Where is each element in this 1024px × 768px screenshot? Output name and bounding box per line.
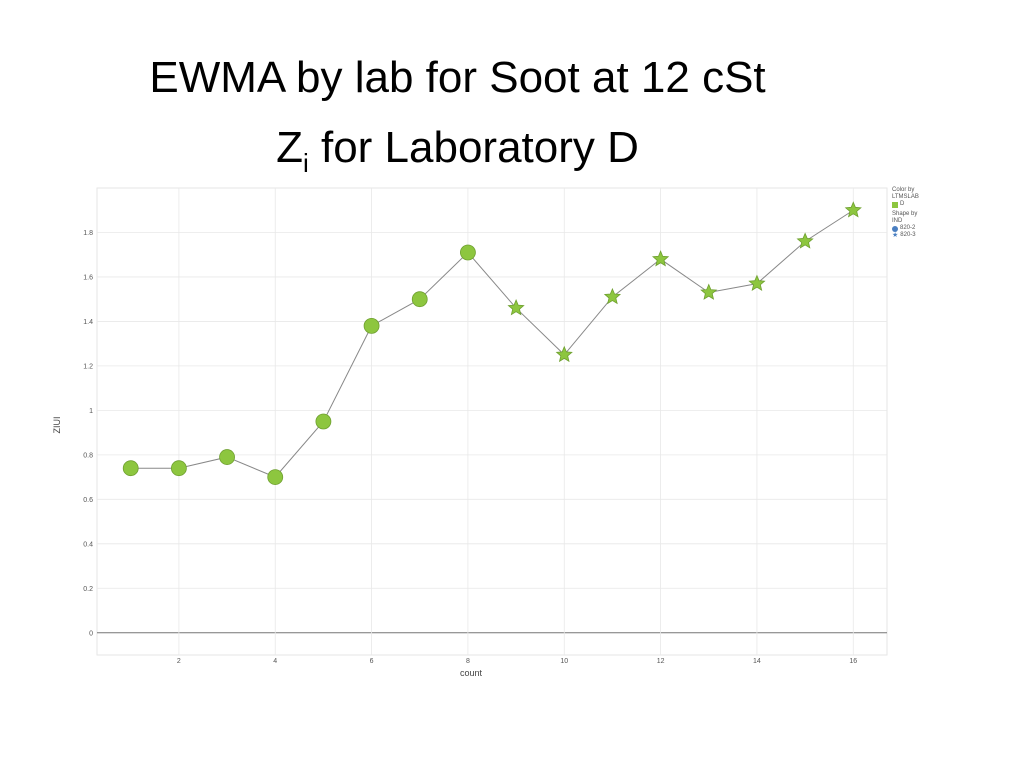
x-tick-label: 6: [370, 658, 374, 665]
data-point-circle: [460, 244, 476, 261]
y-tick-label: 1.2: [83, 363, 93, 370]
x-tick-label: 4: [273, 658, 277, 665]
circle-icon: [892, 225, 898, 232]
axes: 0 0.2 0.4 0.6 0.8 1 1.2 1.4 1.6 1.8 2 4 6 8 10 12 14 16: [83, 230, 857, 665]
y-axis-label: ZIUI: [52, 417, 62, 434]
legend-swatch-d: [892, 201, 898, 208]
y-tick-label: 0.4: [83, 541, 93, 548]
x-tick-label: 14: [753, 658, 761, 665]
data-point-circle: [122, 460, 139, 477]
data-point-circle: [267, 469, 284, 485]
data-point-star: [844, 201, 862, 218]
y-tick-label: 1: [89, 408, 93, 415]
series-line: [130, 209, 854, 478]
x-tick-label: 12: [657, 658, 665, 665]
x-tick-label: 16: [849, 658, 857, 665]
data-point-circle: [315, 413, 332, 430]
legend-shape-item-circle: 820-2: [892, 225, 922, 232]
legend-color-item-label: D: [900, 201, 905, 207]
title-z: Z: [276, 123, 303, 172]
legend-color-title: Color by LTMSLAB: [892, 187, 919, 200]
legend-shape-title: Shape by IND: [892, 211, 918, 224]
y-tick-label: 0: [89, 630, 93, 637]
x-tick-label: 2: [177, 658, 181, 665]
y-tick-label: 0.2: [83, 586, 93, 593]
chart-title-line2: Zi for Laboratory D: [0, 123, 915, 177]
grid: [96, 187, 888, 656]
y-tick-label: 1.4: [83, 319, 93, 326]
x-axis-label: count: [460, 668, 483, 678]
legend-color-item: D: [892, 201, 922, 208]
legend-shape-item-star: ★ 820-3: [892, 232, 922, 239]
data-point-circle: [411, 291, 428, 308]
series: [122, 201, 862, 485]
data-point-star: [796, 232, 814, 249]
data-point-circle: [170, 460, 187, 477]
title-subscript-i: i: [302, 148, 309, 178]
x-tick-label: 8: [466, 658, 470, 665]
data-point-star: [748, 274, 766, 291]
legend-shape-item-label-1: 820-2: [900, 225, 916, 231]
legend-shape-item-label-2: 820-3: [900, 232, 916, 238]
y-tick-label: 0.8: [83, 452, 93, 459]
x-tick-label: 10: [560, 658, 568, 665]
plot-frame: [96, 187, 888, 656]
data-point-star: [603, 287, 622, 305]
data-point-star: [555, 345, 573, 363]
data-point-circle: [219, 449, 235, 465]
data-point-circle: [363, 317, 380, 334]
legend: Color by LTMSLAB D Shape by IND 820-2 ★ 8…: [892, 187, 922, 239]
chart-title-line1: EWMA by lab for Soot at 12 cSt: [149, 53, 766, 102]
y-tick-label: 0.6: [83, 497, 93, 504]
y-tick-label: 1.6: [83, 274, 93, 281]
data-point-star: [700, 283, 718, 300]
data-point-star: [651, 250, 670, 267]
title-rest: for Laboratory D: [308, 123, 639, 172]
data-point-star: [507, 299, 525, 316]
star-icon: ★: [892, 231, 899, 239]
y-tick-label: 1.8: [83, 230, 93, 237]
